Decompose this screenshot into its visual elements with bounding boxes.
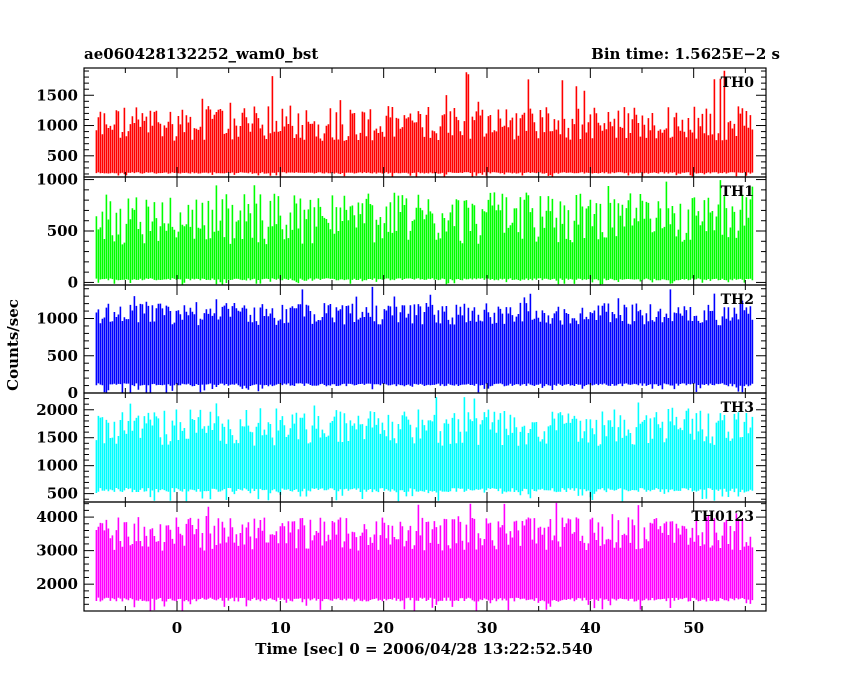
- x-tick-label: 30: [477, 619, 498, 637]
- panel-y-ticks: 500 1000 1500: [36, 70, 766, 175]
- y-tick-label: 1500: [36, 429, 78, 447]
- panel-x-ticks: [124, 393, 746, 502]
- panel-th0: 500 1000 1500 TH0: [36, 67, 767, 178]
- y-tick-label: 2000: [36, 575, 78, 593]
- panel-th3: 500 1000 1500 2000 TH3: [36, 392, 767, 503]
- y-tick-label: 2000: [36, 401, 78, 419]
- panel-x-ticks: [124, 68, 746, 177]
- x-tick-label: 50: [683, 619, 704, 637]
- x-tick-label: 40: [580, 619, 601, 637]
- y-tick-label: 1000: [36, 457, 78, 475]
- panel-label-th1: TH1: [721, 184, 754, 200]
- series-th0123-trace: [95, 502, 754, 611]
- header-right-title: Bin time: 1.5625E−2 s: [591, 45, 780, 63]
- panel-x-ticks: [124, 502, 746, 611]
- y-tick-label: 0: [68, 273, 78, 291]
- y-tick-label: 4000: [36, 508, 78, 526]
- series-th2-trace: [95, 286, 754, 393]
- y-tick-label: 500: [47, 222, 78, 240]
- header-left-title: ae060428132252_wam0_bst: [84, 45, 318, 63]
- panel-x-ticks: [124, 285, 746, 393]
- y-tick-label: 1000: [36, 171, 78, 189]
- panel-y-ticks: 500 1000 1500 2000: [36, 392, 766, 503]
- y-axis-label: Counts/sec: [4, 299, 22, 391]
- x-axis-label: Time [sec] 0 = 2006/04/28 13:22:52.540: [255, 640, 592, 658]
- series-th1-trace: [95, 180, 754, 285]
- x-axis: 0 10 20 30 40 50: [172, 619, 704, 637]
- panel-frame: [83, 501, 767, 612]
- panels-group: 500 1000 1500 TH0 0 500 1000 TH1 0 500 1000 TH2 500 1…: [36, 67, 767, 612]
- panel-th1: 0 500 1000 TH1: [36, 171, 767, 291]
- panel-label-th3: TH3: [721, 400, 754, 416]
- panel-border: [83, 501, 767, 612]
- y-tick-label: 3000: [36, 542, 78, 560]
- series-th3-trace: [95, 397, 754, 502]
- panel-label-th0123: TH0123: [691, 509, 754, 525]
- y-tick-label: 500: [47, 147, 78, 165]
- y-tick-label: 500: [47, 485, 78, 503]
- panel-label-th2: TH2: [721, 292, 754, 308]
- x-tick-label: 20: [373, 619, 394, 637]
- x-tick-label: 10: [270, 619, 291, 637]
- panel-th0123: 2000 3000 4000 TH0123: [36, 501, 767, 612]
- y-tick-label: 1500: [36, 86, 78, 104]
- y-tick-label: 500: [47, 347, 78, 365]
- x-tick-label: 0: [172, 619, 182, 637]
- series-th0-trace: [95, 70, 754, 177]
- y-tick-label: 1000: [36, 310, 78, 328]
- panel-x-ticks: [124, 177, 746, 285]
- y-tick-label: 1000: [36, 117, 78, 135]
- y-tick-label: 0: [68, 384, 78, 402]
- panel-label-th0: TH0: [721, 75, 755, 91]
- panel-y-ticks: 2000 3000 4000: [36, 503, 766, 612]
- panel-y-ticks: 0 500 1000: [36, 288, 766, 402]
- panel-y-ticks: 0 500 1000: [36, 171, 766, 291]
